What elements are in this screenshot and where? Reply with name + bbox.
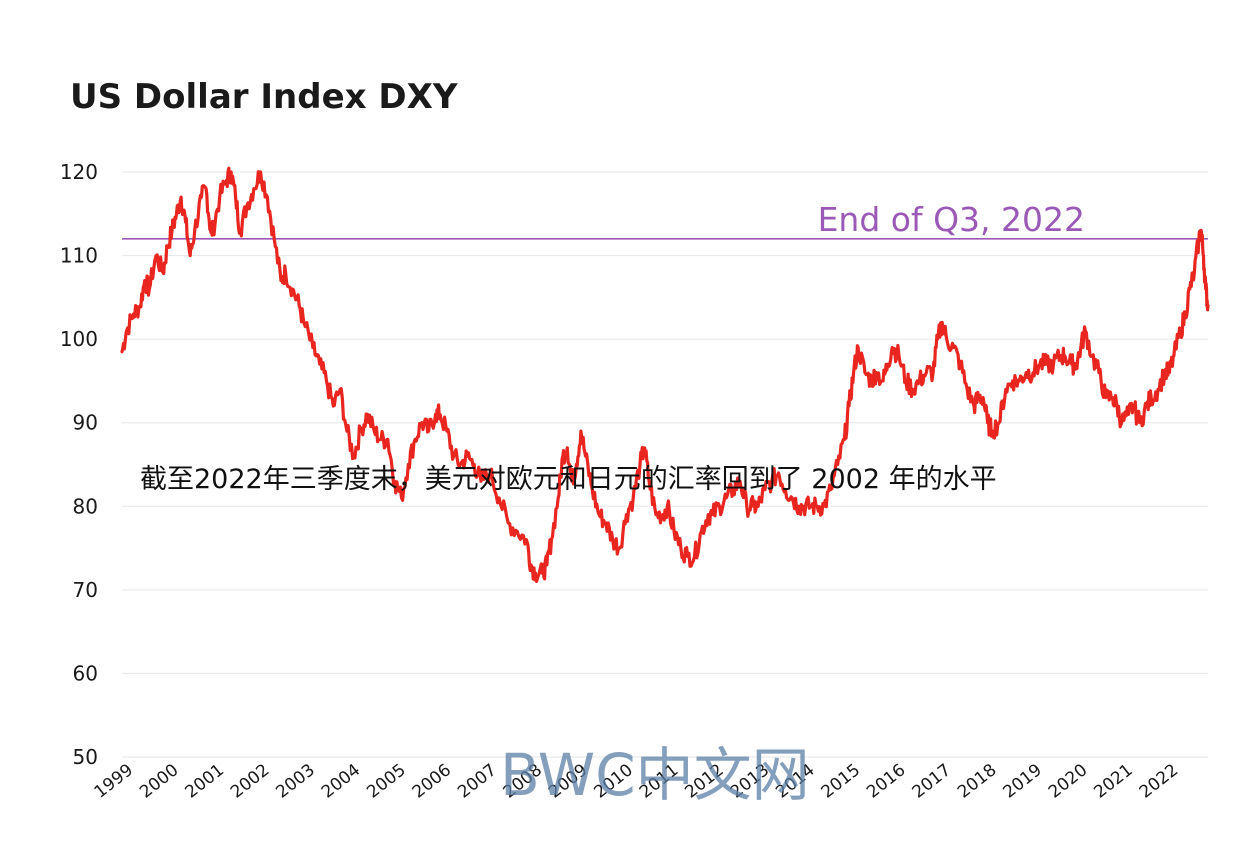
- x-tick-label: 2019: [999, 760, 1045, 802]
- x-tick-label: 2022: [1136, 760, 1182, 802]
- y-tick-label: 60: [73, 661, 98, 685]
- x-tick-label: 2007: [454, 760, 500, 802]
- x-tick-label: 2021: [1090, 760, 1136, 802]
- watermark-text: BWC中文网: [500, 741, 810, 809]
- x-tick-label: 2000: [136, 760, 182, 802]
- x-tick-label: 2006: [409, 760, 455, 802]
- y-axis-ticks: 50 60 70 80 90 100 110 120: [60, 160, 98, 769]
- y-tick-label: 90: [73, 411, 98, 435]
- x-tick-label: 2016: [863, 760, 909, 802]
- x-tick-label: 2003: [272, 760, 318, 802]
- x-tick-label: 2002: [227, 760, 273, 802]
- y-tick-label: 70: [73, 578, 98, 602]
- reference-line-label: End of Q3, 2022: [818, 200, 1085, 239]
- chart-title: US Dollar Index DXY: [70, 77, 458, 117]
- x-tick-label: 2018: [954, 760, 1000, 802]
- x-tick-label: 2017: [909, 760, 955, 802]
- y-tick-label: 50: [73, 745, 98, 769]
- x-tick-label: 2004: [318, 760, 364, 802]
- y-tick-label: 100: [60, 327, 98, 351]
- x-tick-label: 2015: [818, 760, 864, 802]
- x-tick-label: 2020: [1045, 760, 1091, 802]
- dxy-series-line: [120, 166, 1210, 583]
- y-tick-label: 120: [60, 160, 98, 184]
- y-tick-label: 110: [60, 244, 98, 268]
- x-tick-label: 2005: [363, 760, 409, 802]
- chart-caption: 截至2022年三季度末，美元对欧元和日元的汇率回到了 2002 年的水平: [140, 464, 997, 495]
- x-tick-label: 2001: [182, 760, 228, 802]
- grid-lines: [122, 171, 1208, 758]
- y-tick-label: 80: [73, 494, 98, 518]
